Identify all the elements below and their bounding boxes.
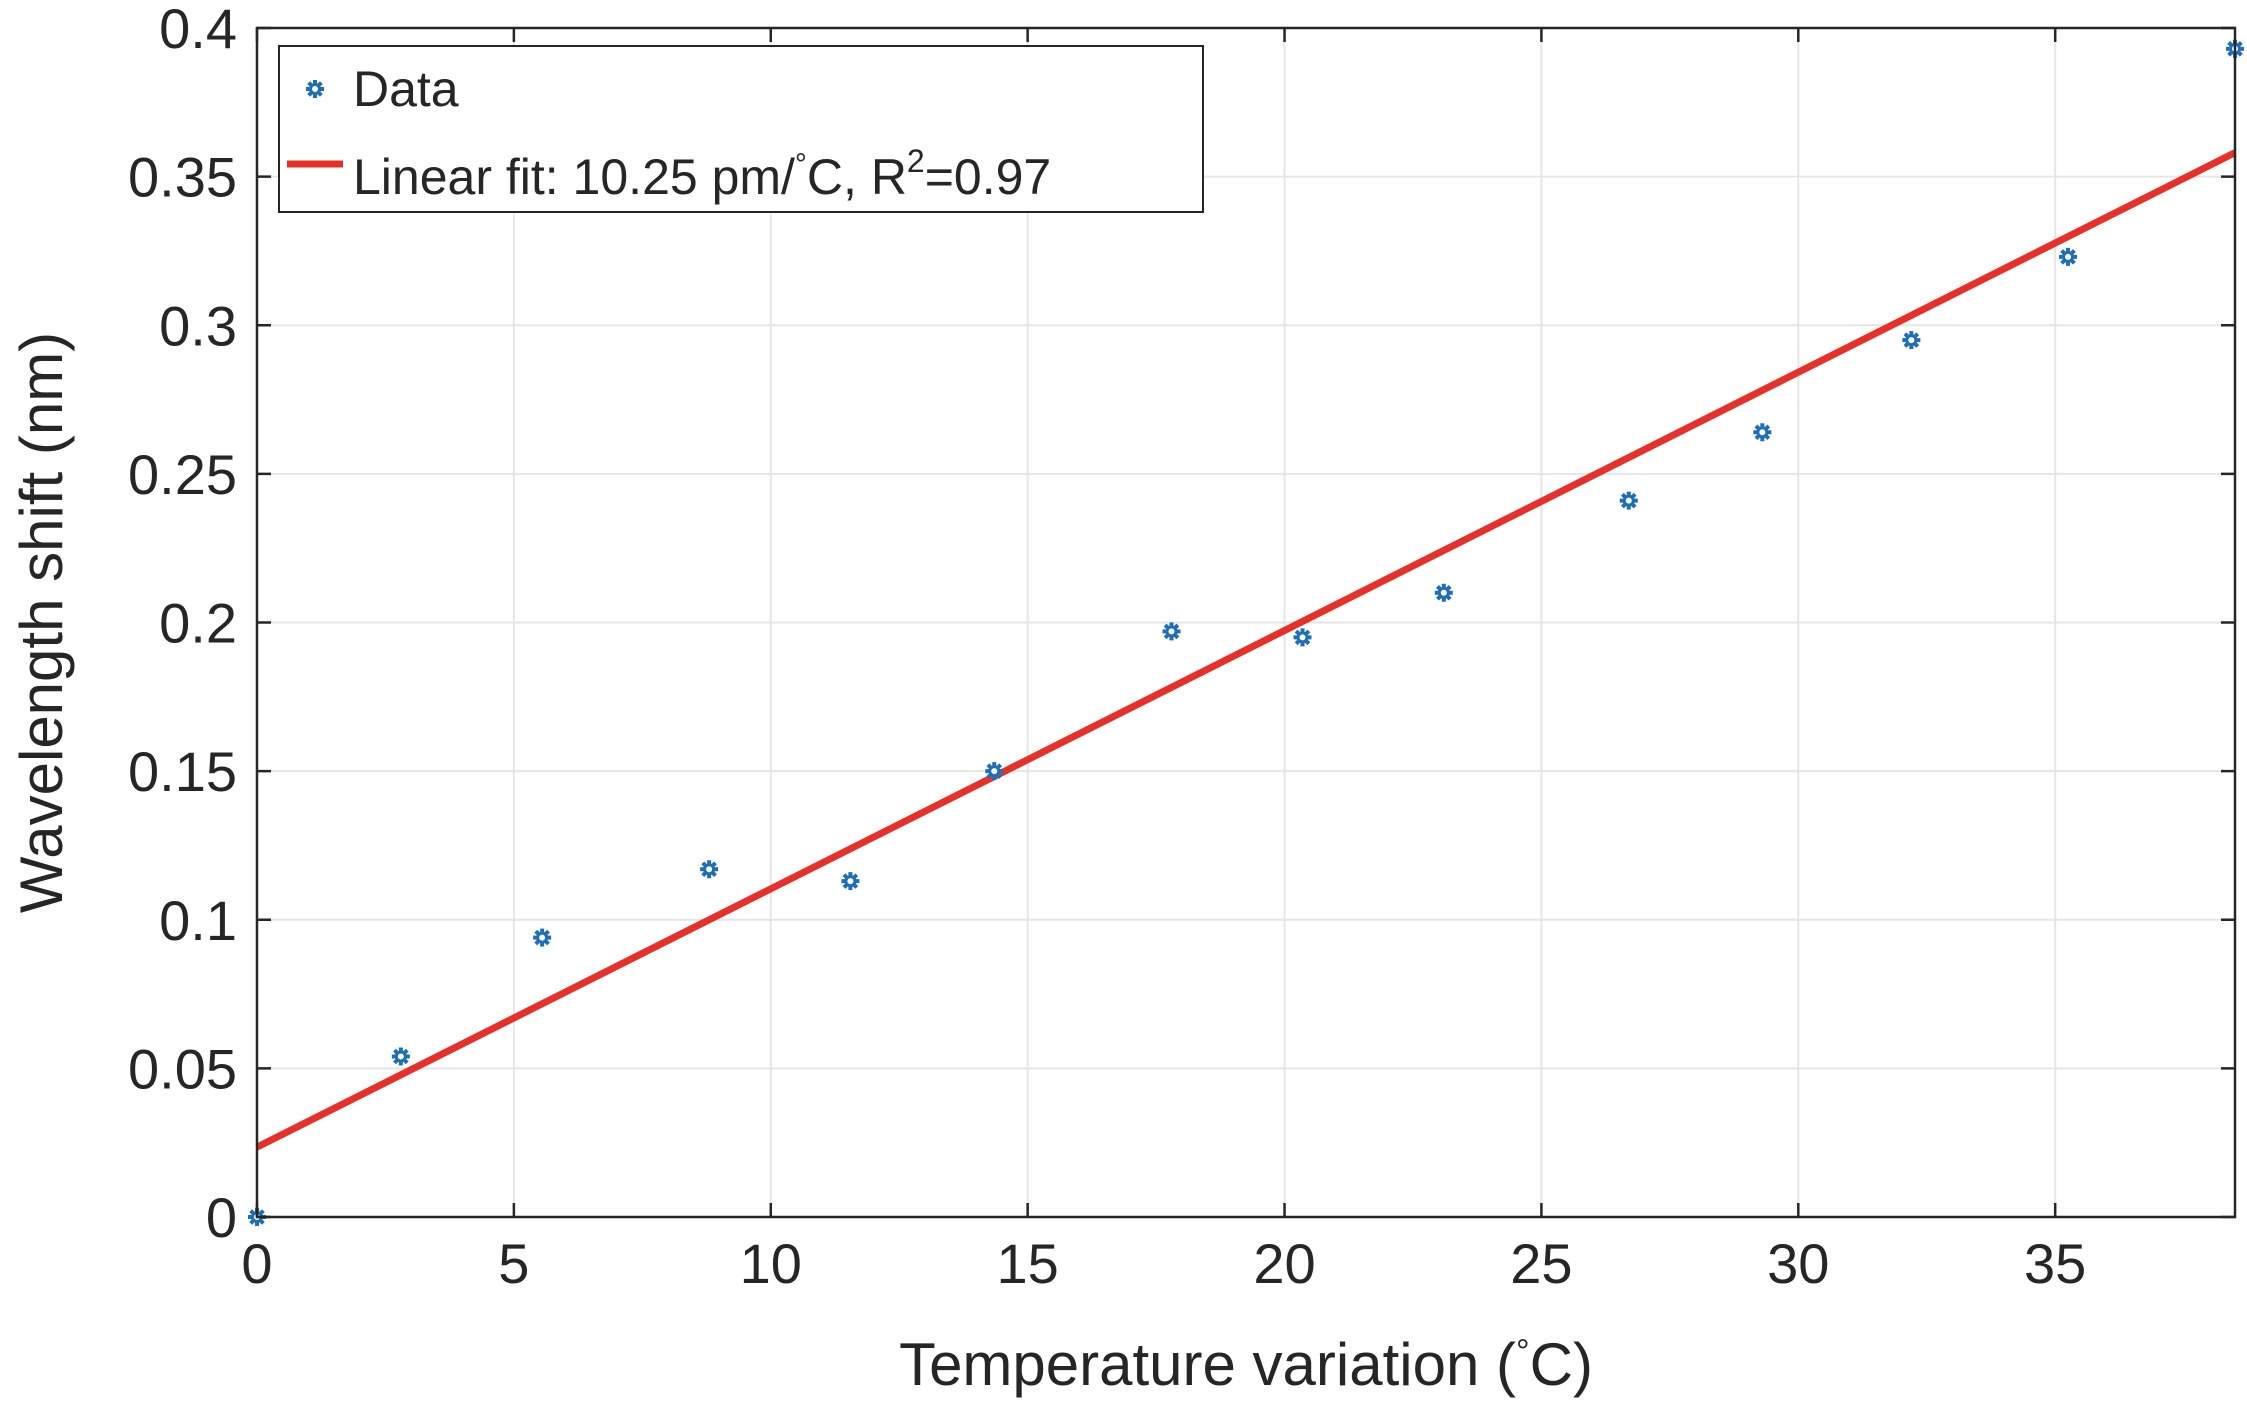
y-tick-label: 0.05 <box>128 1037 237 1100</box>
data-point <box>1293 628 1312 647</box>
x-tick-label: 15 <box>997 1232 1059 1295</box>
y-tick-label: 0.25 <box>128 443 237 506</box>
y-tick-label: 0.3 <box>159 294 237 357</box>
legend-fit-prefix: Linear fit: 10.25 pm/ <box>353 149 795 205</box>
legend-fit-superscript: 2 <box>907 143 925 179</box>
x-axis-title-text: Temperature variation ( <box>899 1331 1516 1398</box>
data-markers <box>248 39 2244 1226</box>
fit-line-layer <box>255 149 2237 1151</box>
data-point <box>700 860 719 879</box>
y-tick-label: 0.4 <box>159 0 237 60</box>
y-tick-label: 0.15 <box>128 740 237 803</box>
legend-fit-degree: ° <box>795 148 807 181</box>
x-axis-title: Temperature variation (°C) <box>899 1331 1593 1398</box>
x-tick-label: 35 <box>2024 1232 2086 1295</box>
y-axis-title: Wavelength shift (nm) <box>8 332 75 913</box>
data-point <box>985 762 1004 781</box>
legend-marker-glyph <box>306 80 324 98</box>
legend-box <box>278 45 1204 213</box>
legend-data-label: Data <box>353 61 459 117</box>
legend-fit-label: Linear fit: 10.25 pm/°C, R2=0.97 <box>353 143 1051 205</box>
data-point <box>1619 491 1638 510</box>
legend-fit-mid: C, R <box>807 149 907 205</box>
data-point <box>391 1047 410 1066</box>
y-tick-label: 0.2 <box>159 592 237 655</box>
x-tick-label: 20 <box>1253 1232 1315 1295</box>
x-tick-label: 25 <box>1510 1232 1572 1295</box>
data-point <box>533 928 552 947</box>
data-point <box>841 872 860 891</box>
data-point <box>1753 423 1772 442</box>
y-tick-label: 0 <box>206 1186 237 1249</box>
ticks: 0 5 10 15 20 25 30 35 0 0.05 0.1 0.15 0.2 0.25 0.3 0.35… <box>128 0 2235 1295</box>
x-tick-label: 10 <box>740 1232 802 1295</box>
x-tick-label: 30 <box>1767 1232 1829 1295</box>
legend-data-marker <box>306 80 324 98</box>
y-tick-label: 0.35 <box>128 146 237 209</box>
data-point <box>1162 622 1181 641</box>
y-tick-label: 0.1 <box>159 889 237 952</box>
data-point <box>2059 247 2078 266</box>
fit-line <box>255 149 2237 1151</box>
x-tick-label: 5 <box>498 1232 529 1295</box>
x-tick-label: 0 <box>241 1232 272 1295</box>
legend: Data Linear fit: 10.25 pm/°C, R2=0.97 <box>278 45 1204 213</box>
x-axis-title-suffix: C) <box>1530 1331 1593 1398</box>
legend-fit-suffix: =0.97 <box>925 149 1052 205</box>
data-point <box>1434 583 1453 602</box>
x-axis-title-degree: ° <box>1516 1333 1530 1371</box>
data-point <box>1902 331 1921 350</box>
